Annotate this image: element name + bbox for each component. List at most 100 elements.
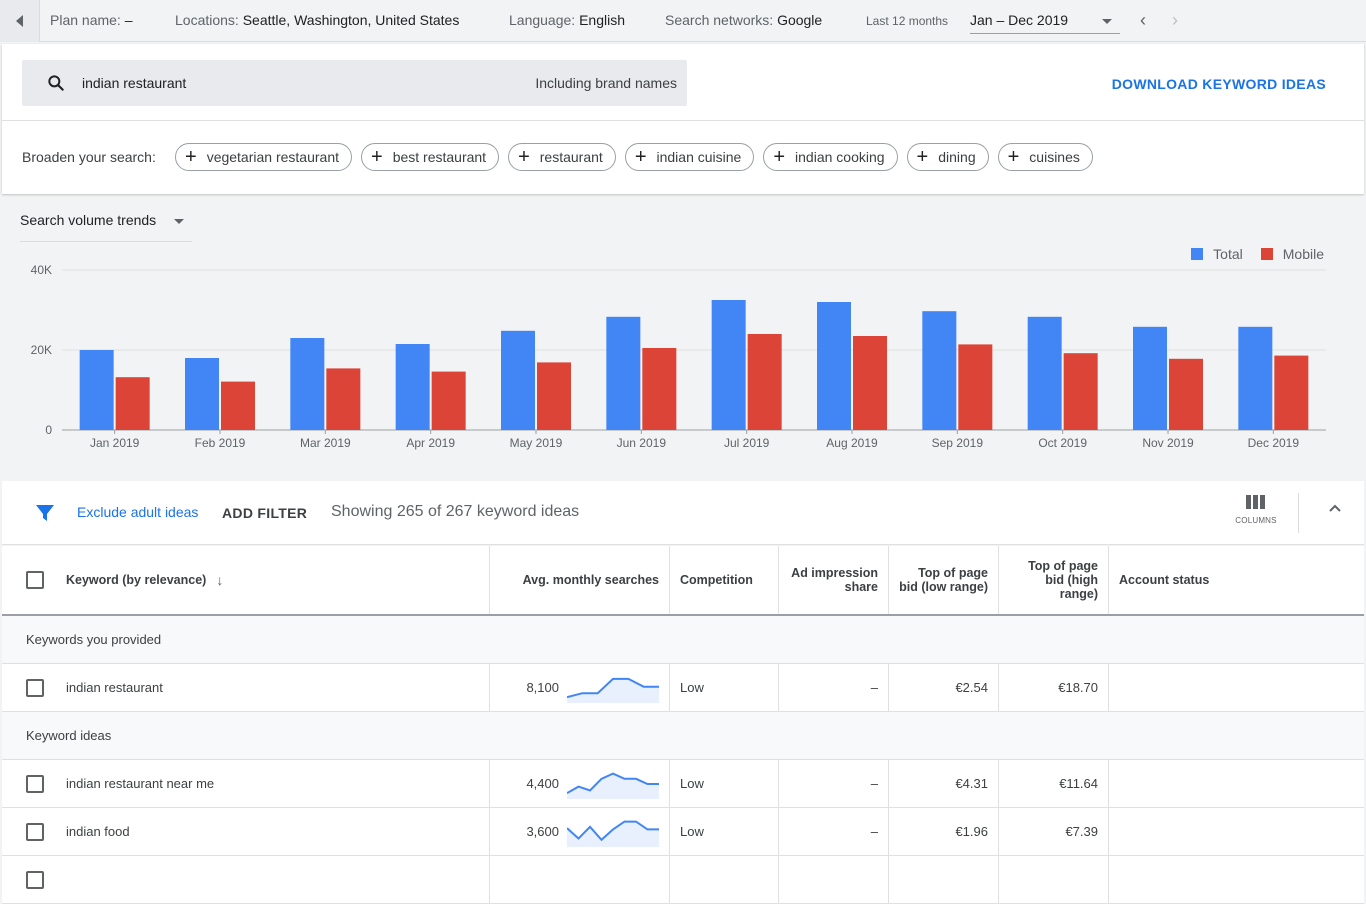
ad-share-cell: – [779, 760, 889, 807]
bar-mobile [958, 344, 993, 430]
trend-sparkline [567, 677, 659, 703]
x-tick-label: Apr 2019 [406, 436, 455, 450]
plus-icon: + [1007, 146, 1020, 168]
x-tick-label: Jan 2019 [90, 436, 140, 450]
bar-total [395, 344, 430, 430]
broaden-search-label: Broaden your search: [22, 149, 156, 165]
filter-icon[interactable] [35, 503, 55, 523]
search-input[interactable]: indian restaurant Including brand names [22, 60, 687, 106]
collapse-chevron-icon[interactable] [1328, 503, 1342, 513]
bid-high-cell [999, 856, 1109, 903]
next-period-icon[interactable]: › [1172, 10, 1178, 30]
chip-label: cuisines [1029, 149, 1080, 165]
x-tick-label: Sep 2019 [932, 436, 984, 450]
plus-icon: + [773, 146, 786, 168]
avg-searches-value: 3,600 [526, 824, 559, 839]
networks-setting[interactable]: Search networks: Google [665, 12, 822, 28]
table-row[interactable]: indian restaurant near me 4,400 Low – €4… [2, 760, 1364, 808]
search-card: indian restaurant Including brand names … [2, 44, 1364, 194]
brand-names-option[interactable]: Including brand names [535, 75, 677, 91]
broaden-chip[interactable]: + vegetarian restaurant [175, 143, 352, 171]
row-checkbox[interactable] [26, 678, 44, 697]
row-checkbox[interactable] [26, 822, 44, 841]
language-label: Language: [509, 12, 576, 28]
header-status-label: Account status [1119, 573, 1210, 587]
x-tick-label: May 2019 [510, 436, 563, 450]
x-tick-label: Aug 2019 [826, 436, 878, 450]
competition-cell: Low [670, 760, 779, 807]
row-checkbox[interactable] [26, 774, 44, 793]
ad-share-cell: – [779, 808, 889, 855]
competition-cell: Low [670, 808, 779, 855]
header-avg-monthly-searches[interactable]: Avg. monthly searches [490, 546, 670, 614]
search-volume-chart: 0 20K 40K Jan 2019 Feb 2019 Mar 2019 Apr 2019 M… [31, 263, 1326, 450]
header-keyword[interactable]: Keyword (by relevance) ↓ [2, 546, 490, 614]
locations-setting[interactable]: Locations: Seattle, Washington, United S… [175, 12, 459, 28]
chip-label: restaurant [539, 149, 603, 165]
legend-mobile[interactable]: Mobile [1260, 246, 1324, 262]
search-volume-trends-select[interactable]: Search volume trends [20, 212, 192, 242]
header-competition-label: Competition [680, 573, 753, 587]
previous-period-icon[interactable]: ‹ [1140, 10, 1146, 30]
bid-low-cell: €2.54 [889, 664, 999, 711]
plus-icon: + [634, 146, 647, 168]
table-row[interactable]: indian restaurant 8,100 Low – €2.54 €18.… [2, 664, 1364, 712]
trend-select-label: Search volume trends [20, 212, 157, 228]
download-keyword-ideas-button[interactable]: DOWNLOAD KEYWORD IDEAS [1111, 76, 1326, 92]
keyword-text: indian food [66, 824, 130, 839]
columns-button[interactable]: COLUMNS [1234, 495, 1278, 525]
select-all-checkbox[interactable] [26, 571, 44, 589]
back-arrow-icon [16, 15, 23, 27]
broaden-chip[interactable]: + cuisines [997, 143, 1093, 171]
columns-label: COLUMNS [1235, 516, 1277, 525]
period-label: Last 12 months [866, 14, 949, 28]
keyword-cell: indian restaurant [2, 664, 490, 711]
sparkline-line [567, 772, 659, 794]
bar-mobile [326, 368, 361, 430]
table-row[interactable]: indian food 3,600 Low – €1.96 €7.39 [2, 808, 1364, 856]
broaden-chip[interactable]: + best restaurant [361, 143, 500, 171]
plus-icon: + [518, 146, 530, 168]
broaden-chip[interactable]: + indian cooking [763, 143, 898, 171]
table-row[interactable] [2, 856, 1364, 904]
avg-searches-value: 4,400 [526, 776, 559, 791]
avg-searches-value: 8,100 [526, 680, 559, 695]
ad-share-cell [779, 856, 889, 903]
chip-label: best restaurant [392, 149, 487, 165]
header-avg-label: Avg. monthly searches [522, 573, 659, 587]
date-range-value: Jan – Dec 2019 [970, 12, 1069, 28]
broaden-chip[interactable]: + indian cuisine [624, 143, 755, 171]
trend-sparkline [567, 820, 659, 847]
bar-total [817, 302, 851, 430]
avg-searches-cell [490, 856, 670, 903]
broaden-chip[interactable]: + restaurant [508, 143, 616, 171]
legend-total-label: Total [1213, 246, 1243, 262]
add-filter-button[interactable]: ADD FILTER [222, 505, 308, 521]
broaden-chip[interactable]: + dining [906, 143, 989, 171]
back-button[interactable] [0, 0, 40, 42]
sparkline-line [567, 820, 659, 841]
chip-label: indian cooking [795, 149, 885, 165]
header-competition[interactable]: Competition [670, 546, 779, 614]
bar-mobile [115, 377, 150, 430]
date-range-select[interactable]: Jan – Dec 2019 [970, 6, 1120, 34]
header-account-status[interactable]: Account status [1109, 546, 1364, 614]
header-bid-high[interactable]: Top of page bid (high range) [999, 546, 1109, 614]
bar-total [922, 311, 957, 430]
plan-name[interactable]: Plan name: – [50, 12, 133, 28]
legend-total[interactable]: Total [1191, 246, 1243, 262]
networks-label: Search networks: [665, 12, 774, 28]
x-tick-label: Jun 2019 [617, 436, 667, 450]
header-bid-low[interactable]: Top of page bid (low range) [889, 546, 999, 614]
language-setting[interactable]: Language: English [509, 12, 625, 28]
row-checkbox[interactable] [26, 870, 44, 889]
trend-sparkline [567, 772, 659, 799]
header-ad-impression-share[interactable]: Ad impression share [779, 546, 889, 614]
bar-total [501, 330, 535, 430]
account-status-cell [1109, 808, 1364, 855]
divider [2, 120, 1364, 121]
exclude-adult-ideas-filter[interactable]: Exclude adult ideas [77, 504, 199, 520]
keyword-cell [2, 856, 490, 903]
bar-mobile [221, 381, 255, 430]
bar-total [1238, 326, 1273, 430]
